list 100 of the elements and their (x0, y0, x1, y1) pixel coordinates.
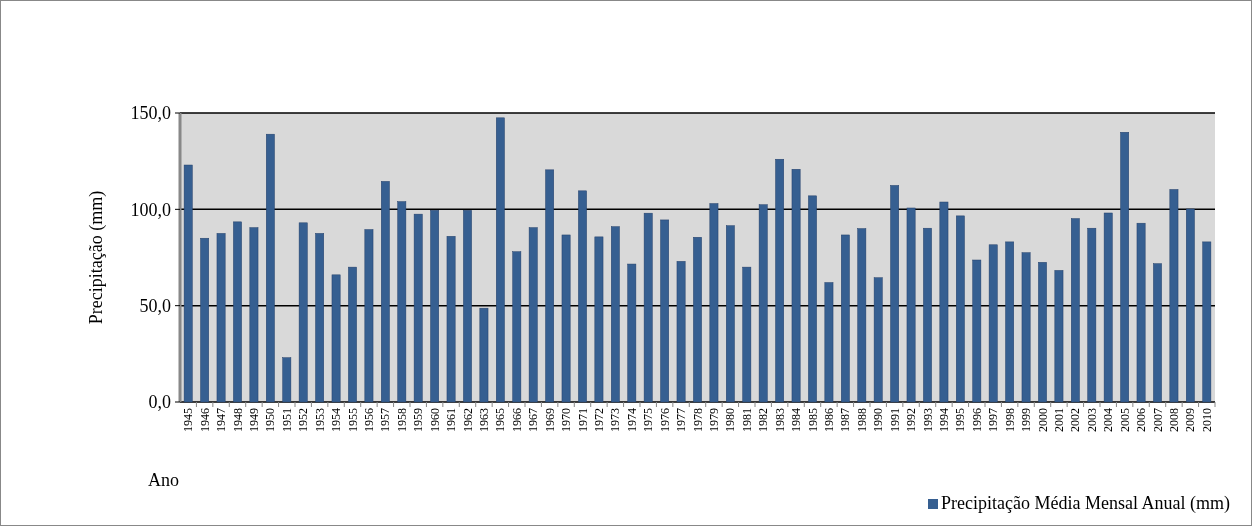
bar (824, 282, 834, 403)
x-tick-label: 1995 (953, 408, 968, 432)
bar (233, 221, 242, 403)
x-tick-label: 2002 (1068, 408, 1083, 432)
bar (216, 233, 226, 403)
x-tick-label: 1959 (411, 408, 426, 432)
x-tick-label: 1999 (1019, 408, 1034, 432)
bar (496, 117, 505, 403)
x-tick-label: 1973 (608, 408, 623, 432)
bar (266, 133, 275, 403)
x-tick-label: 1994 (936, 408, 951, 432)
x-tick-label: 1960 (427, 408, 442, 432)
x-tick-label: 1992 (904, 408, 919, 432)
x-tick-label: 1956 (361, 408, 376, 432)
x-tick-label: 1976 (657, 408, 672, 432)
x-tick-label: 1966 (509, 408, 524, 432)
x-tick-label: 1996 (969, 408, 984, 432)
bar (611, 226, 620, 403)
x-tick-label: 1963 (476, 408, 491, 432)
bar (791, 169, 801, 403)
bar (1087, 227, 1097, 403)
bar (1038, 262, 1047, 403)
x-tick-label: 2007 (1150, 408, 1165, 432)
x-tick-label: 1972 (591, 408, 606, 432)
x-tick-label: 2004 (1101, 408, 1116, 432)
x-tick-label: 1982 (756, 408, 771, 432)
bar (282, 357, 292, 403)
x-tick-label: 2009 (1183, 408, 1198, 432)
bar (1021, 252, 1031, 403)
x-tick-label: 1981 (739, 408, 754, 432)
bar (857, 228, 867, 403)
bar (676, 261, 686, 403)
bar (726, 225, 735, 403)
x-tick-label: 1986 (821, 408, 836, 432)
bar (331, 274, 341, 403)
y-tick-label: 100,0 (130, 199, 171, 220)
bar (742, 266, 752, 403)
x-tick-label: 1983 (772, 408, 787, 432)
x-tick-label: 1979 (706, 408, 721, 432)
x-axis-title: Ano (148, 470, 179, 490)
bar (956, 215, 965, 403)
bar (512, 251, 522, 403)
bar (479, 307, 489, 403)
bar (660, 219, 669, 403)
x-tick-label: 2003 (1084, 408, 1099, 432)
bar (643, 212, 653, 403)
bar (873, 277, 883, 403)
bar (545, 169, 554, 403)
x-tick-label: 1977 (674, 408, 689, 432)
x-tick-label: 1998 (1002, 408, 1017, 432)
y-tick-label: 0,0 (148, 392, 171, 413)
x-tick-label: 1952 (296, 408, 311, 432)
bar (397, 201, 407, 403)
bar (972, 259, 982, 403)
bar (627, 263, 637, 403)
x-tick-label: 1980 (723, 408, 738, 432)
bar (1120, 132, 1129, 403)
x-tick-label: 1991 (887, 408, 902, 432)
x-tick-label: 1950 (263, 408, 278, 432)
bar (183, 164, 193, 403)
bar (578, 190, 587, 403)
bar (364, 229, 374, 403)
bar (775, 158, 784, 403)
bar (709, 203, 719, 403)
bar (446, 236, 456, 403)
x-tick-label: 1947 (214, 408, 229, 432)
bar (906, 207, 916, 403)
x-tick-label: 1978 (690, 408, 705, 432)
bar (923, 227, 932, 403)
x-tick-label: 2008 (1166, 408, 1181, 432)
bar (430, 210, 439, 403)
x-tick-label: 1946 (197, 408, 212, 432)
y-tick-label: 150,0 (130, 103, 171, 124)
x-tick-label: 1987 (838, 408, 853, 432)
bar (348, 266, 357, 403)
x-tick-label: 1962 (460, 408, 475, 432)
bar (528, 227, 538, 403)
x-tick-label: 1965 (493, 408, 508, 432)
bar (561, 234, 571, 403)
x-tick-label: 1951 (279, 408, 294, 432)
x-tick-label: 1988 (854, 408, 869, 432)
bar (298, 222, 308, 403)
x-tick-label: 2001 (1051, 408, 1066, 432)
x-tick-label: 1957 (378, 408, 393, 432)
bar (315, 233, 324, 403)
bar (1186, 208, 1195, 403)
x-tick-label: 1955 (345, 408, 360, 432)
x-tick-label: 1953 (312, 408, 327, 432)
bar (594, 236, 604, 403)
bar (1005, 241, 1014, 403)
bar (463, 210, 472, 403)
x-tick-label: 1967 (526, 408, 541, 432)
x-tick-label: 1954 (329, 408, 344, 432)
x-tick-label: 1974 (624, 408, 639, 432)
x-tick-label: 1949 (246, 408, 261, 432)
x-tick-label: 1961 (444, 408, 459, 432)
bar (758, 204, 768, 403)
x-tick-label: 2005 (1117, 408, 1132, 432)
bar (693, 237, 702, 403)
x-tick-label: 1971 (575, 408, 590, 432)
